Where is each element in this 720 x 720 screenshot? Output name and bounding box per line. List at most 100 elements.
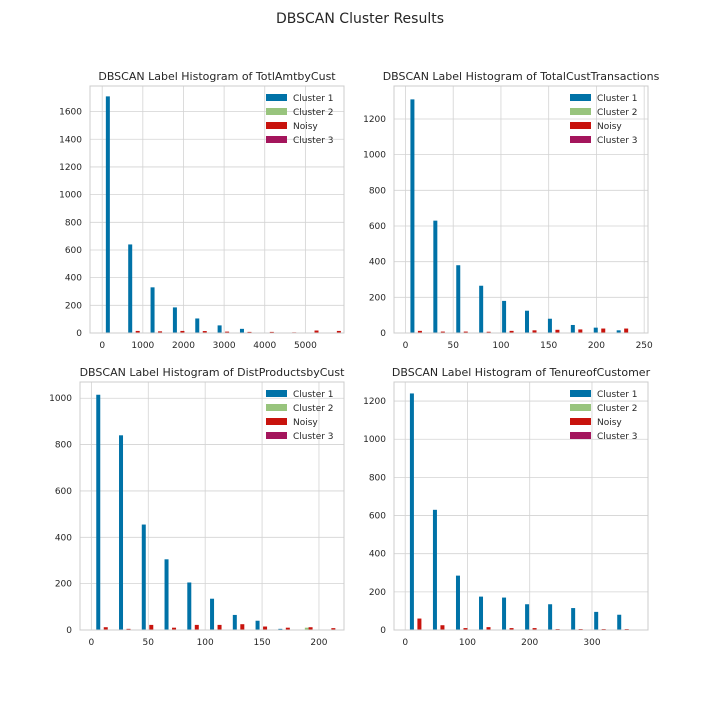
bar-cluster-1 — [456, 265, 461, 333]
bar-noisy — [509, 628, 514, 630]
x-tick-label: 200 — [310, 638, 327, 648]
x-tick-label: 100 — [459, 638, 476, 648]
x-tick-label: 300 — [583, 638, 600, 648]
x-tick-label: 2000 — [172, 341, 195, 351]
bar-noisy — [331, 628, 336, 630]
y-tick-label: 400 — [369, 550, 386, 560]
bar-noisy — [463, 628, 468, 630]
bar-cluster-1 — [525, 310, 530, 333]
bar-noisy — [532, 628, 537, 630]
bar-noisy — [247, 331, 252, 333]
x-tick-label: 50 — [143, 638, 155, 648]
bar-noisy — [103, 627, 108, 630]
axes-frame — [79, 381, 345, 631]
legend-label: Cluster 1 — [293, 94, 334, 104]
bar-noisy — [158, 331, 163, 333]
bar-cluster-1 — [195, 318, 200, 333]
bar-noisy — [202, 331, 207, 333]
y-tick-label: 600 — [65, 246, 82, 256]
bar-cluster-1 — [119, 435, 124, 630]
bar-cluster-1 — [502, 300, 507, 333]
legend-swatch — [570, 390, 591, 397]
bar-noisy — [269, 331, 274, 333]
bar-noisy — [440, 331, 445, 333]
y-tick-label: 1600 — [59, 108, 82, 118]
legend-label: Cluster 2 — [597, 108, 638, 118]
y-tick-label: 1000 — [59, 191, 82, 201]
bar-noisy — [217, 624, 222, 630]
legend-label: Cluster 1 — [597, 94, 638, 104]
figure-suptitle: DBSCAN Cluster Results — [276, 11, 444, 27]
y-tick-label: 1200 — [363, 397, 386, 407]
bar-noisy — [285, 627, 290, 630]
legend-swatch — [266, 122, 287, 129]
bar-noisy — [486, 627, 491, 630]
legend-swatch — [266, 390, 287, 397]
y-tick-label: 400 — [369, 258, 386, 268]
bar-cluster-1 — [593, 327, 598, 333]
x-tick-label: 0 — [402, 638, 408, 648]
bar-noisy — [417, 330, 422, 333]
legend-swatch — [570, 418, 591, 425]
x-tick-label: 50 — [447, 341, 459, 351]
legend-label: Cluster 2 — [293, 404, 334, 414]
bar-cluster-1 — [547, 318, 552, 333]
y-tick-label: 1200 — [59, 163, 82, 173]
bar-cluster-1 — [150, 287, 155, 333]
bar-cluster-1 — [105, 96, 110, 334]
legend-swatch — [266, 418, 287, 425]
bar-cluster-1 — [278, 628, 283, 630]
bar-cluster-1 — [187, 582, 192, 630]
y-tick-label: 600 — [369, 512, 386, 522]
bar-noisy — [463, 331, 468, 333]
y-tick-label: 800 — [369, 473, 386, 483]
y-tick-label: 800 — [65, 218, 82, 228]
legend-label: Noisy — [293, 122, 318, 132]
legend-swatch — [570, 108, 591, 115]
x-tick-label: 250 — [636, 341, 653, 351]
legend-label: Cluster 2 — [597, 404, 638, 414]
bar-noisy — [509, 330, 514, 333]
bar-noisy — [578, 329, 583, 333]
subplot-title: DBSCAN Label Histogram of TotalCustTrans… — [383, 70, 660, 83]
x-tick-label: 3000 — [213, 341, 236, 351]
bar-noisy — [172, 627, 177, 630]
bar-noisy — [417, 618, 422, 630]
subplot-title: DBSCAN Label Histogram of TotlAmtbyCust — [98, 70, 336, 83]
bar-cluster-1 — [432, 509, 437, 630]
bar-cluster-1 — [571, 608, 576, 630]
bar-noisy — [225, 331, 230, 333]
bar-cluster-1 — [141, 524, 146, 630]
y-tick-label: 1000 — [49, 394, 72, 404]
x-tick-label: 0 — [403, 341, 409, 351]
y-tick-label: 200 — [369, 293, 386, 303]
legend-label: Cluster 3 — [293, 432, 334, 442]
bar-cluster-1 — [410, 99, 415, 333]
bar-cluster-1 — [479, 285, 484, 333]
legend-swatch — [266, 432, 287, 439]
bar-noisy — [194, 624, 199, 630]
bar-noisy — [440, 625, 445, 630]
y-tick-label: 600 — [55, 487, 72, 497]
legend-label: Cluster 3 — [293, 136, 334, 146]
plot-area — [90, 86, 344, 333]
x-tick-label: 1000 — [131, 341, 154, 351]
legend-swatch — [266, 94, 287, 101]
legend-swatch — [266, 404, 287, 411]
bar-cluster-1 — [172, 307, 177, 333]
bar-noisy — [263, 626, 268, 630]
bar-noisy — [180, 330, 185, 333]
x-tick-label: 0 — [89, 638, 95, 648]
legend-swatch — [266, 136, 287, 143]
x-tick-label: 4000 — [253, 341, 276, 351]
y-tick-label: 1000 — [363, 151, 386, 161]
bar-cluster-1 — [164, 559, 169, 630]
bar-cluster-1 — [616, 330, 621, 333]
legend-swatch — [570, 136, 591, 143]
bar-cluster-1 — [548, 604, 553, 630]
bar-cluster-1 — [217, 325, 222, 333]
bar-cluster-1 — [255, 620, 260, 630]
